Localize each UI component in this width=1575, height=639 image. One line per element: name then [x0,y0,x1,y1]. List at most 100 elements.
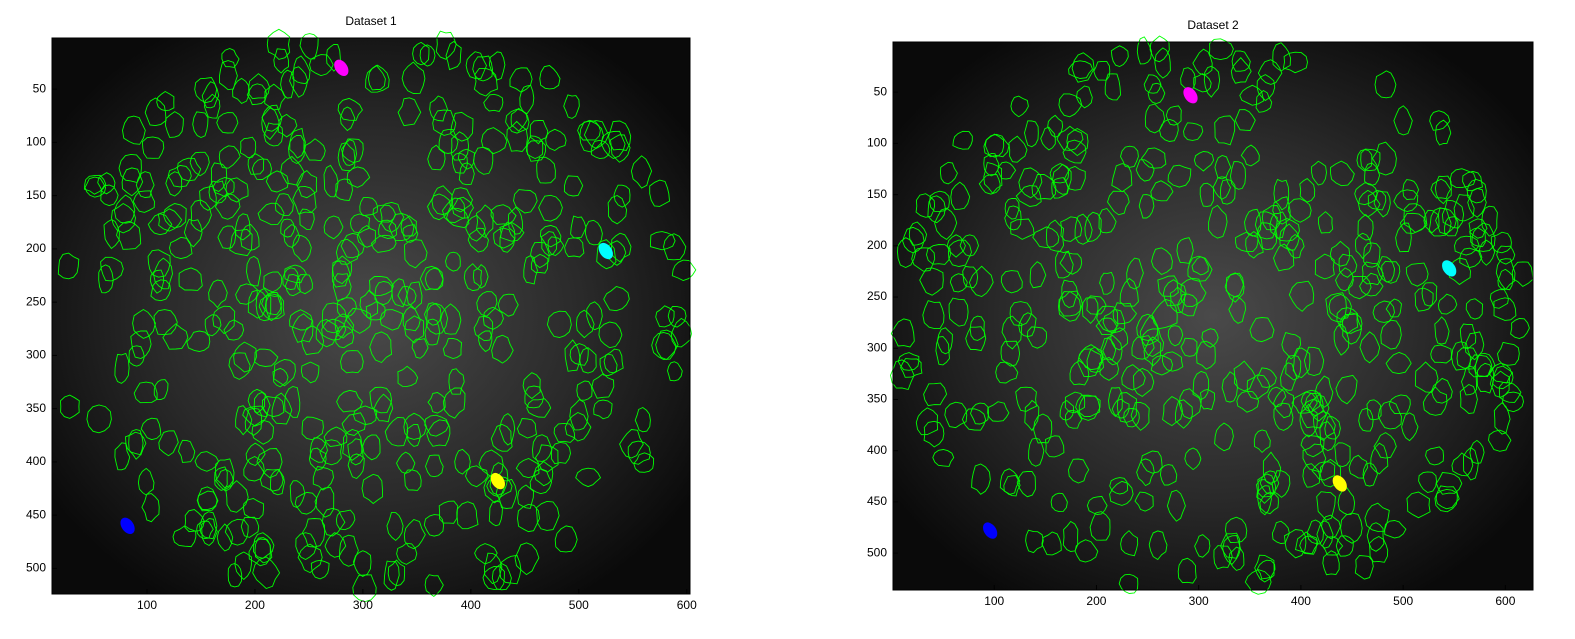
cell-outline [482,306,504,330]
cell-outline [586,301,603,331]
cell-outline [114,352,130,384]
cell-outline [1183,122,1204,141]
cell-outline [583,120,610,149]
cell-outline [184,509,205,533]
cell-outline [476,204,494,239]
cell-outline [483,552,503,585]
cell-outline [1041,531,1062,556]
cell-outline [1219,179,1236,205]
cell-outline [100,184,119,207]
cell-outline [235,283,258,305]
cell-outline [111,202,136,234]
cell-outline [539,65,561,90]
cell-outline [1082,297,1099,324]
cell-outline [1322,550,1340,576]
x-tick-label: 400 [1291,594,1311,608]
highlight-cell [490,472,505,490]
cell-outline [1233,360,1256,392]
cell-outline [1136,313,1159,341]
cell-outline [1271,520,1290,544]
cell-outline [1254,554,1275,583]
cell-outline [983,152,1000,177]
cell-outline [199,511,218,540]
cell-outline [223,319,245,341]
cell-outline [84,176,107,198]
x-tick-label: 600 [677,598,697,612]
cell-outline [247,388,266,414]
cell-outline [1281,332,1302,360]
cell-outline [301,416,324,441]
cell-outline [1109,480,1134,506]
cell-outline [1429,110,1451,131]
y-tick-label: 150 [867,187,887,201]
cell-outline [538,194,563,222]
cell-outline [259,469,284,492]
cell-outline [395,451,416,474]
cell-outline [323,215,344,240]
cell-outline [314,486,335,518]
cell-outline [1257,59,1283,85]
cell-outline [1292,347,1311,379]
cell-outline [1497,268,1514,291]
cell-outline [308,447,327,471]
cell-outline [1269,211,1287,239]
cell-outline [1184,447,1202,471]
cell-outline [167,164,192,188]
cell-outline [424,574,444,597]
cell-outline [1230,161,1246,190]
cell-outline [670,317,692,348]
cell-outline [1058,290,1081,322]
cell-outline [949,273,968,293]
cell-outline [219,60,238,91]
cell-outline [141,136,165,159]
x-tick-label: 300 [353,598,373,612]
cell-outline [1271,470,1291,498]
cell-outline [1395,222,1412,253]
cell-outline [1167,164,1192,188]
cell-outline [1131,335,1155,360]
cell-outline [1056,125,1084,151]
cell-outline [473,315,494,342]
cell-outline [1437,293,1458,315]
cell-outline [1139,315,1159,347]
cell-outline [1337,487,1356,515]
cell-outline [1150,354,1173,376]
cell-outline [1109,477,1128,495]
cell-outline [1066,127,1089,157]
cell-outline [1453,194,1475,222]
cell-outline [1300,434,1325,458]
cell-outline [100,256,124,282]
cell-outline [576,380,593,401]
cell-outline [404,469,422,491]
cell-outline [315,319,340,348]
cell-outline [495,478,518,509]
cell-outline [1359,331,1381,364]
cell-outline [1311,461,1336,481]
cell-outline [1259,470,1280,495]
cell-outline [312,465,334,491]
cell-outline [1357,214,1374,241]
y-tick-label: 100 [867,136,887,150]
cell-outline [98,264,114,294]
cell-outline [289,480,306,509]
cell-outline [1434,175,1452,205]
cell-outline [465,465,489,488]
cell-outline [1418,471,1437,493]
cell-outline [1459,323,1477,350]
cell-outline [1071,52,1095,83]
cell-outline [450,187,474,213]
y-tick-label: 200 [867,238,887,252]
cell-outline [1196,340,1216,370]
cell-outline [427,144,446,171]
cell-outline [342,429,363,461]
cell-outline [1262,451,1282,484]
cell-outline [575,467,602,488]
cell-outline [1294,531,1319,555]
cell-outline [299,33,319,60]
cell-outline [83,174,107,195]
cell-outline [309,437,328,463]
cell-outline [319,439,343,466]
cell-outline [599,353,618,377]
cell-outline [304,138,326,162]
cell-outline [649,231,676,251]
